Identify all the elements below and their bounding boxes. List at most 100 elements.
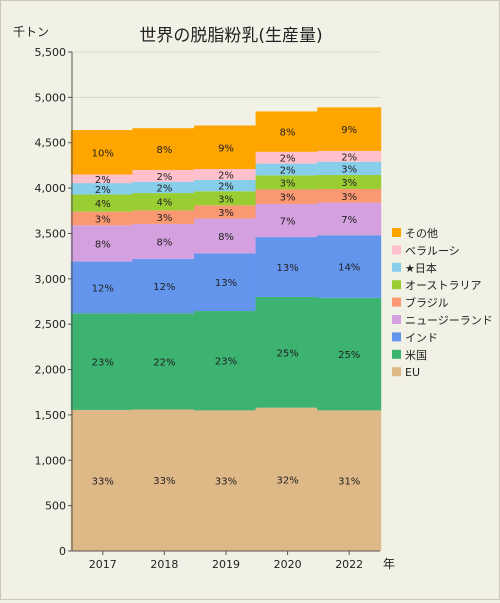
bar-segment	[194, 191, 258, 206]
bar-segment	[70, 409, 135, 551]
legend-label: オーストラリア	[405, 279, 481, 292]
legend-swatch	[392, 228, 401, 237]
data-label: 8%	[156, 237, 172, 248]
bar-segment	[132, 223, 197, 259]
bar-segment	[317, 188, 382, 203]
bar-segment	[132, 313, 197, 410]
data-label: 3%	[280, 193, 296, 204]
y-tick-label: 4,000	[35, 182, 67, 195]
legend-swatch	[392, 315, 401, 324]
data-label: 32%	[276, 475, 298, 486]
legend-label: ニュージーランド	[405, 314, 493, 327]
data-label: 4%	[95, 199, 111, 210]
y-tick-label: 4,500	[35, 137, 67, 150]
data-label: 3%	[218, 208, 234, 219]
y-tick-label: 2,500	[35, 318, 67, 331]
bar-segment	[70, 183, 135, 195]
bar-segment	[255, 189, 320, 204]
data-label: 25%	[338, 350, 360, 361]
bar-segment	[132, 128, 197, 170]
y-tick-label: 5,000	[35, 91, 67, 104]
bar-segment	[70, 261, 135, 314]
legend-label: EU	[405, 366, 420, 379]
x-axis-unit-label: 年	[383, 557, 395, 571]
data-label: 2%	[280, 154, 296, 165]
bar-segment	[317, 107, 382, 151]
y-tick-label: 3,500	[35, 227, 67, 240]
bar-segment	[255, 203, 320, 238]
data-label: 4%	[156, 198, 172, 209]
data-label: 7%	[280, 217, 296, 228]
bar-segment	[317, 150, 382, 162]
data-label: 33%	[92, 476, 114, 487]
data-label: 3%	[341, 178, 357, 189]
bar-segment	[132, 181, 197, 194]
legend-label: インド	[405, 331, 438, 344]
bar-segment	[194, 169, 258, 180]
bar-segment	[194, 179, 258, 192]
bar-segment	[194, 410, 258, 551]
legend-swatch	[392, 332, 401, 342]
legend-label: ★日本	[405, 261, 437, 275]
bar-segment	[132, 258, 197, 314]
legend-label: ベラルーシ	[405, 244, 460, 257]
data-label: 7%	[341, 215, 357, 226]
bar-segment	[317, 161, 382, 175]
data-label: 2%	[95, 185, 111, 196]
data-label: 10%	[92, 148, 114, 159]
data-label: 9%	[341, 125, 357, 136]
data-label: 3%	[280, 178, 296, 189]
bar-segment	[132, 193, 197, 211]
data-label: 13%	[215, 278, 237, 289]
legend-label: その他	[405, 227, 438, 240]
y-tick-label: 2,000	[35, 364, 67, 377]
data-label: 2%	[156, 172, 172, 183]
data-label: 8%	[218, 232, 234, 243]
legend-swatch	[392, 280, 401, 290]
bar-segment	[255, 407, 320, 551]
legend-label: 米国	[405, 349, 427, 362]
data-label: 3%	[341, 164, 357, 175]
y-tick-label: 0	[59, 545, 66, 558]
bar-segment	[194, 205, 258, 219]
chart-title: 世界の脱脂粉乳(生産量)	[139, 26, 322, 46]
bars-group: 33%23%12%8%3%4%2%2%10%33%22%12%8%3%4%2%2…	[70, 107, 382, 551]
bar-segment	[70, 130, 135, 175]
bar-segment	[317, 174, 382, 189]
data-label: 8%	[280, 128, 296, 139]
bar-segment	[255, 151, 320, 164]
data-label: 8%	[95, 239, 111, 250]
data-label: 12%	[153, 282, 175, 293]
y-axis-unit-label: 千トン	[13, 25, 49, 39]
data-label: 25%	[276, 348, 298, 359]
data-label: 22%	[153, 357, 175, 368]
bar-segment	[255, 111, 320, 152]
bar-segment	[70, 211, 135, 226]
bar-segment	[132, 409, 197, 551]
bar-segment	[70, 194, 135, 212]
y-tick-label: 1,000	[35, 454, 67, 467]
bar-segment	[317, 410, 382, 551]
bar-segment	[194, 311, 258, 411]
bar-segment	[132, 169, 197, 182]
data-label: 13%	[276, 263, 298, 274]
axes: 0 500 1,000 1,500 2,000 2,500 3,000 3,500 4,000 4…	[35, 46, 380, 571]
bar-segment	[317, 235, 382, 298]
data-label: 2%	[341, 152, 357, 163]
x-tick-label: 2020	[274, 558, 302, 571]
legend-swatch	[392, 367, 401, 377]
bar-segment	[255, 175, 320, 190]
y-tick-label: 1,500	[35, 409, 67, 422]
x-tick-label: 2018	[150, 558, 178, 571]
bar-segment	[255, 163, 320, 176]
bar-segment	[70, 313, 135, 410]
data-label: 2%	[280, 165, 296, 176]
legend-swatch	[392, 349, 401, 359]
y-tick-label: 500	[45, 500, 66, 513]
legend-label: ブラジル	[405, 296, 449, 310]
bar-segment	[194, 218, 258, 254]
x-tick-label: 2022	[335, 558, 363, 571]
